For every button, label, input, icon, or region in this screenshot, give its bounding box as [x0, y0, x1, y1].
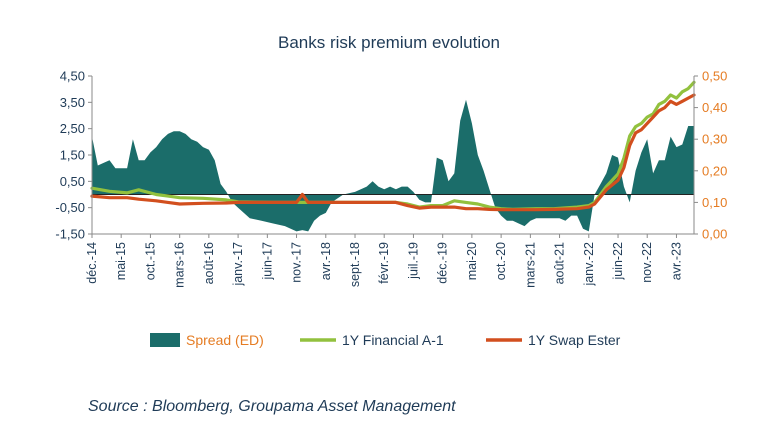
- x-tick-label: mars-21: [523, 242, 537, 288]
- left-tick-label: 0,50: [60, 174, 85, 189]
- legend: Spread (ED) 1Y Financial A-1 1Y Swap Ester: [150, 332, 621, 348]
- left-tick-label: -0,50: [55, 200, 85, 215]
- x-tick-label: mai-15: [114, 242, 128, 280]
- spread-area: [92, 99, 694, 232]
- left-tick-label: 3,50: [60, 95, 85, 110]
- x-tick-label: juin-22: [611, 242, 625, 281]
- plot-area: [90, 80, 696, 232]
- legend-label-financial: 1Y Financial A-1: [342, 332, 444, 348]
- source-note: Source : Bloomberg, Groupama Asset Manag…: [88, 398, 456, 415]
- right-tick-label: 0,10: [702, 195, 727, 210]
- right-tick-label: 0,30: [702, 132, 727, 147]
- x-tick-label: janv.-22: [582, 242, 596, 287]
- swap-ester-line: [90, 93, 696, 212]
- left-axis: 4,50 3,50 2,50 1,50 0,50 -0,50 -1,50: [55, 69, 93, 242]
- x-tick-label: août-16: [202, 242, 216, 284]
- left-tick-label: 2,50: [60, 121, 85, 136]
- x-tick-label: nov.-17: [290, 242, 304, 283]
- x-tick-label: déc.-19: [436, 242, 450, 284]
- x-tick-label: févr.-19: [377, 242, 391, 284]
- x-tick-label: oct.-20: [494, 242, 508, 280]
- x-tick-label: oct.-15: [143, 242, 157, 280]
- x-tick-label: déc.-14: [85, 242, 99, 284]
- right-tick-label: 0,00: [702, 227, 727, 242]
- left-tick-label: 4,50: [60, 69, 85, 84]
- x-tick-label: juil.-19: [406, 242, 420, 280]
- x-tick-label: juin-17: [260, 242, 274, 281]
- right-tick-label: 0,50: [702, 69, 727, 84]
- financial-line: [90, 80, 696, 211]
- left-tick-label: 1,50: [60, 148, 85, 163]
- x-tick-label: mars-16: [173, 242, 187, 288]
- right-tick-label: 0,20: [702, 163, 727, 178]
- x-tick-label: avr.-23: [669, 242, 683, 280]
- x-tick-label: août-21: [553, 242, 567, 284]
- chart-title: Banks risk premium evolution: [278, 33, 500, 52]
- x-tick-label: mai-20: [465, 242, 479, 280]
- legend-label-swap: 1Y Swap Ester: [528, 332, 621, 348]
- x-tick-label: avr.-18: [319, 242, 333, 280]
- x-tick-label: nov.-22: [640, 242, 654, 283]
- legend-label-spread: Spread (ED): [186, 332, 264, 348]
- right-tick-label: 0,40: [702, 100, 727, 115]
- x-tick-label: janv.-17: [231, 242, 245, 287]
- right-axis: 0,50 0,40 0,30 0,20 0,10 0,00: [693, 69, 727, 242]
- legend-swatch-spread: [150, 333, 180, 347]
- left-tick-label: -1,50: [55, 227, 85, 242]
- x-tick-label: sept.-18: [348, 242, 362, 287]
- x-axis: déc.-14 mai-15 oct.-15 mars-16 août-16 janv.-…: [85, 233, 694, 288]
